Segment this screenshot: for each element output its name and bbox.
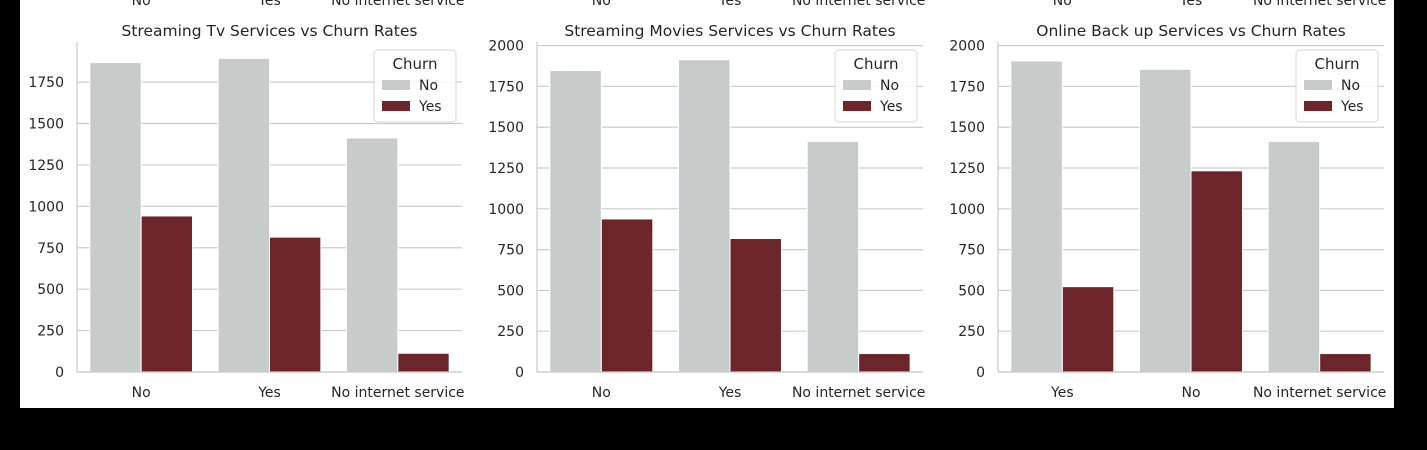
- chart-title: Streaming Movies Services vs Churn Rates: [564, 22, 895, 40]
- cropped-tick-label: Yes: [1179, 0, 1203, 9]
- legend-swatch: [843, 101, 871, 111]
- legend: Churn No Yes: [373, 49, 457, 123]
- legend-label: No: [1341, 78, 1360, 94]
- legend-swatch: [382, 101, 410, 111]
- x-tick-label: Yes: [1050, 385, 1074, 401]
- bar-no-1: [549, 70, 602, 373]
- chart-panel-2: No Yes No internet service 0 250 500 750 1000 12…: [488, 0, 925, 401]
- legend-label: Yes: [418, 99, 442, 115]
- chart-panel-1: No Yes No internet service 0 250 500 750 1000 12…: [28, 0, 464, 401]
- y-tick-label: 1500: [488, 120, 524, 136]
- legend: Churn No Yes: [1295, 49, 1379, 123]
- bar-no-3: [806, 140, 860, 373]
- legend-label: No: [419, 78, 438, 94]
- legend-label: Yes: [1340, 99, 1364, 115]
- y-tick-label: 1500: [28, 117, 64, 133]
- bar-yes-3: [397, 352, 450, 373]
- cropped-tick-label: No internet service: [331, 0, 464, 9]
- cropped-tick-label: No: [592, 0, 611, 9]
- legend: Churn No Yes: [834, 49, 918, 123]
- bar-yes-3: [1319, 353, 1372, 373]
- y-tick-label: 1250: [949, 161, 985, 177]
- legend-title: Churn: [393, 55, 438, 73]
- bar-no-3: [346, 137, 399, 373]
- y-tick-label: 250: [958, 324, 985, 340]
- y-tick-label: 0: [515, 365, 524, 381]
- chart-panel-3: No Yes No internet service 0 250 500 750 1000 12…: [949, 0, 1386, 401]
- cropped-tick-label: No: [1053, 0, 1072, 9]
- bar-yes-2: [729, 238, 782, 373]
- y-tick-label: 1250: [28, 158, 64, 174]
- y-tick-label: 2000: [488, 39, 524, 55]
- y-tick-label: 1750: [28, 75, 64, 91]
- y-tick-label: 500: [958, 283, 985, 299]
- y-tick-label: 250: [37, 324, 64, 340]
- y-tick-label: 1750: [949, 79, 985, 95]
- cropped-tick-label: Yes: [718, 0, 742, 9]
- cropped-tick-label: No internet service: [1253, 0, 1386, 9]
- cropped-tick-label: No internet service: [792, 0, 925, 9]
- bar-no-2: [678, 59, 731, 373]
- bar-yes-1: [1061, 286, 1115, 373]
- bar-yes-1: [140, 215, 194, 373]
- legend-title: Churn: [854, 55, 899, 73]
- x-tick-label: Yes: [257, 385, 281, 401]
- legend-swatch: [382, 80, 410, 90]
- y-tick-label: 1000: [488, 202, 524, 218]
- x-tick-label: No internet service: [792, 385, 925, 401]
- y-tick-label: 1750: [488, 79, 524, 95]
- bar-yes-2: [1190, 170, 1243, 373]
- y-tick-label: 500: [37, 282, 64, 298]
- chart-title: Online Back up Services vs Churn Rates: [1036, 22, 1345, 40]
- x-tick-label: No: [132, 385, 151, 401]
- y-tick-label: 0: [55, 365, 64, 381]
- chart-title: Streaming Tv Services vs Churn Rates: [122, 22, 418, 40]
- y-tick-label: 1500: [949, 120, 985, 136]
- y-tick-label: 2000: [949, 39, 985, 55]
- y-tick-label: 750: [37, 241, 64, 257]
- y-tick-label: 1250: [488, 161, 524, 177]
- bar-no-1: [89, 62, 142, 373]
- legend-swatch: [1304, 101, 1332, 111]
- y-tick-label: 1000: [28, 199, 64, 215]
- bar-no-1: [1010, 60, 1063, 373]
- bar-no-2: [1139, 68, 1192, 373]
- legend-label: No: [880, 78, 899, 94]
- x-tick-label: No: [1181, 385, 1200, 401]
- bar-yes-3: [858, 353, 911, 373]
- y-tick-label: 500: [497, 283, 524, 299]
- bar-yes-1: [600, 218, 654, 373]
- y-tick-label: 750: [958, 243, 985, 259]
- bar-yes-2: [269, 236, 322, 373]
- y-tick-label: 750: [497, 243, 524, 259]
- x-tick-label: No internet service: [1253, 385, 1386, 401]
- legend-title: Churn: [1315, 55, 1360, 73]
- legend-swatch: [1304, 80, 1332, 90]
- x-tick-label: Yes: [718, 385, 742, 401]
- y-tick-label: 0: [976, 365, 985, 381]
- bar-no-2: [217, 57, 271, 373]
- cropped-tick-label: No: [132, 0, 151, 9]
- y-tick-label: 1000: [949, 202, 985, 218]
- x-tick-label: No internet service: [331, 385, 464, 401]
- x-tick-label: No: [592, 385, 611, 401]
- cropped-tick-label: Yes: [257, 0, 281, 9]
- legend-swatch: [843, 80, 871, 90]
- y-tick-label: 250: [497, 324, 524, 340]
- legend-label: Yes: [879, 99, 903, 115]
- bar-no-3: [1267, 140, 1321, 373]
